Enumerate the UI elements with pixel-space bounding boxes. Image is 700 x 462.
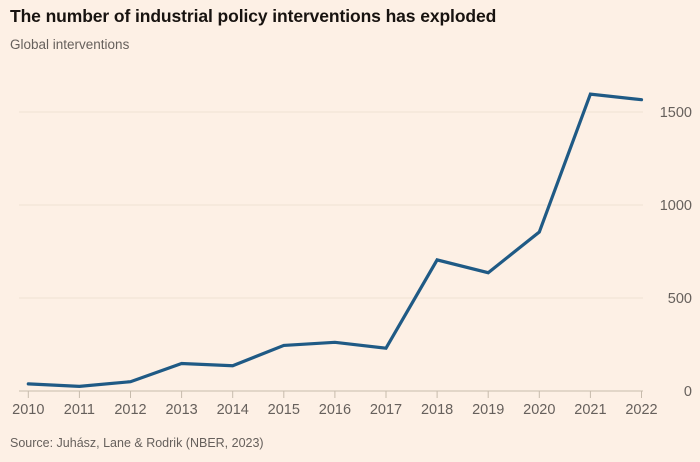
data-line-global-interventions (26, 92, 644, 389)
y-axis-label: 1000 (660, 198, 692, 214)
x-axis-label: 2022 (625, 402, 657, 418)
chart-subtitle: Global interventions (10, 37, 130, 52)
x-axis-label: 2016 (319, 402, 351, 418)
x-axis-label: 2013 (165, 402, 197, 418)
x-axis-label: 2018 (421, 402, 453, 418)
x-axis-label: 2020 (523, 402, 555, 418)
y-axis-label: 1500 (660, 105, 692, 121)
x-axis-label: 2012 (114, 402, 146, 418)
y-axis-label: 500 (668, 291, 692, 307)
source-note: Source: Juhász, Lane & Rodrik (NBER, 202… (10, 436, 264, 450)
x-axis-label: 2017 (370, 402, 402, 418)
x-axis-label: 2015 (268, 402, 300, 418)
x-axis-label: 2011 (64, 402, 95, 418)
y-axis-label: 0 (684, 384, 692, 400)
chart-title: The number of industrial policy interven… (10, 6, 497, 26)
x-axis-label: 2019 (472, 402, 504, 418)
x-axis-label: 2021 (574, 402, 606, 418)
x-axis-label: 2010 (12, 402, 44, 418)
x-axis-label: 2014 (217, 402, 249, 418)
